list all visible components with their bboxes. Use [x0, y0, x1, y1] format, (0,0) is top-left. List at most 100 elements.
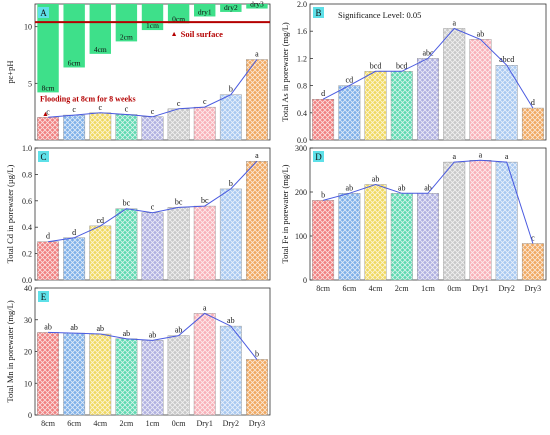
panel-A: 5 10 8cm 6cm 4cm 2cm 1cm 0cm dry1 dry2 dry3 Soil su…	[5, 0, 271, 141]
y-tick-label: 2.0	[297, 0, 307, 9]
significance-letter: c	[98, 103, 102, 112]
x-tick-label: 8cm	[41, 419, 56, 428]
significance-letter: a	[505, 152, 509, 161]
significance-letter: c	[125, 105, 129, 114]
x-tick-label: 0cm	[172, 419, 187, 428]
panel-C: 0.0 0.2 0.4 0.6 0.8 1.0 d d cd bc c bc bc b a Total Cd …	[5, 144, 271, 285]
significance-letter: abc	[422, 48, 434, 57]
significance-letter: bc	[201, 196, 209, 205]
y-tick-label: 0.0	[297, 136, 307, 145]
flooding-arrow: ▲	[42, 110, 49, 118]
significance-letter: ab	[477, 29, 485, 38]
x-tick-label: Dry3	[525, 284, 541, 293]
panel-E: 0 10 20 30 40 ab ab ab ab ab ab a ab b 8cm 6cm 4cm 2cm 1cm…	[5, 284, 271, 428]
depth-bar	[220, 4, 242, 12]
y-tick-label: 200	[295, 188, 307, 197]
trend-line	[322, 159, 534, 244]
y-tick-label: 30	[24, 316, 32, 325]
significance-letter: ab	[70, 323, 78, 332]
significance-letter: ab	[346, 183, 354, 192]
significance-letter: ab	[123, 329, 131, 338]
y-tick-label: 0.6	[22, 197, 32, 206]
data-bar	[521, 243, 544, 281]
data-bar	[338, 193, 361, 281]
data-bar	[193, 106, 216, 141]
data-bar	[115, 338, 138, 416]
y-tick-label: 20	[24, 348, 32, 357]
data-bar	[141, 340, 164, 416]
panel-letter-badge	[38, 151, 49, 162]
data-bar	[167, 207, 190, 281]
significance-letter: bc	[175, 197, 183, 206]
depth-bar	[246, 4, 268, 9]
depth-bar	[167, 4, 190, 24]
data-bar	[521, 107, 544, 141]
significance-letter: ab	[227, 316, 235, 325]
y-tick-label: 40	[24, 284, 32, 293]
y-tick-label: 5	[28, 79, 32, 88]
significance-letter: c	[531, 233, 535, 242]
data-bar	[193, 313, 216, 416]
y-axis-label: Total Mn in porewater (mg/L)	[5, 300, 15, 402]
x-tick-label: Dry3	[249, 419, 265, 428]
soil-surface-label: Soil surface	[181, 29, 223, 39]
significance-letter: abcd	[499, 55, 514, 64]
significance-letter: ab	[44, 322, 52, 331]
significance-letter: a	[452, 18, 456, 27]
x-tick-label: 0cm	[447, 284, 462, 293]
flooding-label: Flooding at 8cm for 8 weeks	[40, 94, 136, 103]
x-tick-label: 8cm	[316, 284, 331, 293]
y-tick-label: 1.2	[297, 54, 307, 63]
data-bar	[141, 116, 164, 141]
data-bar	[246, 359, 268, 416]
y-tick-label: 0.4	[22, 223, 32, 232]
data-bar	[246, 160, 268, 281]
data-bar	[495, 161, 518, 281]
y-tick-label: 10	[24, 23, 32, 32]
data-bar	[89, 225, 112, 281]
x-tick-label: 6cm	[342, 284, 357, 293]
data-bar	[141, 212, 164, 281]
trend-line	[322, 27, 534, 109]
panel-letter-badge	[38, 291, 49, 302]
significance-letter: c	[203, 97, 207, 106]
depth-label: 4cm	[94, 45, 107, 54]
significance-letter: ab	[372, 175, 380, 184]
significance-letter: c	[151, 203, 155, 212]
panel-letter-badge	[313, 151, 324, 162]
y-tick-label: 0	[303, 276, 307, 285]
data-bar	[390, 71, 413, 141]
data-bar	[89, 333, 112, 416]
significance-letter: a	[203, 303, 207, 312]
data-bar	[219, 325, 242, 416]
significance-letter: ab	[149, 330, 157, 339]
data-bar	[417, 58, 439, 141]
significance-letter: cd	[346, 76, 354, 85]
significance-letter: bcd	[370, 61, 382, 70]
significance-letter: bcd	[396, 61, 408, 70]
data-bar	[89, 112, 112, 141]
panel-letter: D	[315, 152, 322, 162]
y-tick-label: 300	[295, 144, 307, 153]
x-tick-label: 4cm	[369, 284, 384, 293]
data-bar	[469, 39, 492, 141]
soil-surface-arrow: ▲	[171, 30, 178, 38]
depth-label: 1cm	[146, 21, 159, 30]
significance-letter: b	[321, 190, 325, 199]
significance-letter: d	[531, 98, 535, 107]
depth-label: 8cm	[42, 83, 55, 92]
y-tick-label: 100	[295, 232, 307, 241]
panel-D: 0 100 200 300 b ab ab ab ab a a a c 8cm 6cm 4cm 2cm 1cm 0c…	[280, 144, 547, 293]
x-tick-label: 4cm	[93, 419, 108, 428]
significance-letter: bc	[123, 199, 131, 208]
significance-letter: d	[46, 232, 50, 241]
y-tick-label: 0.0	[22, 276, 32, 285]
data-bar	[63, 237, 86, 281]
significance-letter: c	[177, 99, 181, 108]
panel-letter: C	[40, 152, 46, 162]
data-bar	[364, 184, 387, 281]
panel-letter: A	[40, 8, 47, 18]
significance-letter: b	[255, 349, 259, 358]
trend-line	[48, 160, 258, 243]
data-bar	[443, 161, 466, 281]
